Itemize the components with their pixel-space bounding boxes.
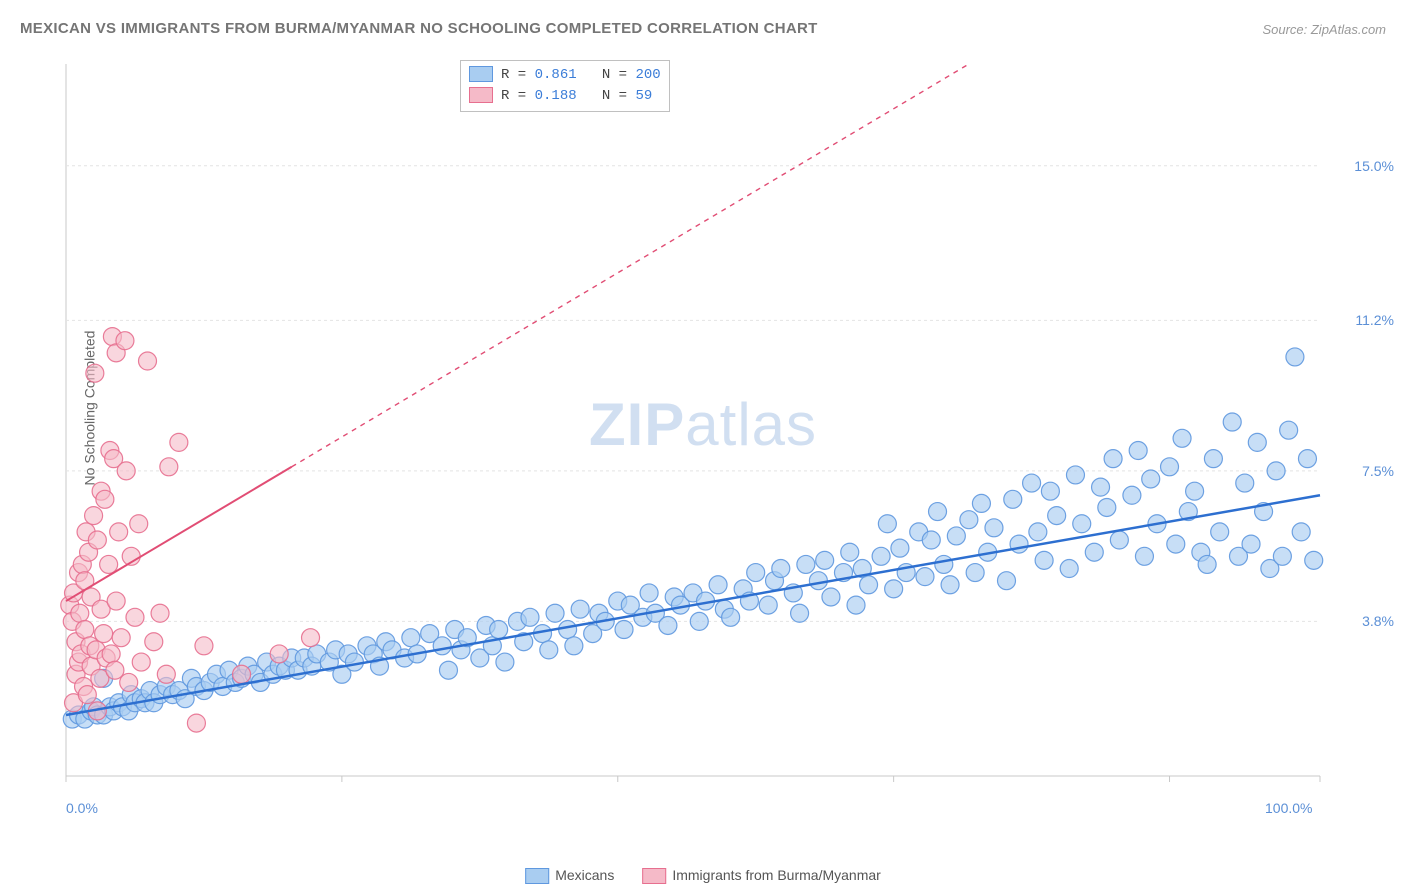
legend-label: Mexicans xyxy=(555,867,614,883)
legend-label: Immigrants from Burma/Myanmar xyxy=(672,867,880,883)
chart-svg xyxy=(60,56,1380,824)
chart-title: MEXICAN VS IMMIGRANTS FROM BURMA/MYANMAR… xyxy=(20,20,818,37)
series-legend: Mexicans Immigrants from Burma/Myanmar xyxy=(511,867,895,884)
plot-area xyxy=(60,56,1380,824)
legend-swatch xyxy=(469,87,493,103)
x-tick-label: 0.0% xyxy=(66,800,98,816)
correlation-legend: R = 0.861 N = 200R = 0.188 N = 59 xyxy=(460,60,670,112)
legend-item: Immigrants from Burma/Myanmar xyxy=(642,867,880,883)
legend-row: R = 0.188 N = 59 xyxy=(469,86,661,107)
x-tick-label: 100.0% xyxy=(1265,800,1312,816)
y-tick-label: 15.0% xyxy=(1354,158,1394,174)
y-tick-label: 3.8% xyxy=(1362,613,1394,629)
source-attribution: Source: ZipAtlas.com xyxy=(1262,22,1386,37)
y-tick-label: 7.5% xyxy=(1362,463,1394,479)
legend-row: R = 0.861 N = 200 xyxy=(469,65,661,86)
legend-item: Mexicans xyxy=(525,867,614,883)
legend-swatch xyxy=(525,868,549,884)
legend-swatch xyxy=(469,66,493,82)
y-tick-label: 11.2% xyxy=(1355,312,1394,328)
legend-swatch xyxy=(642,868,666,884)
